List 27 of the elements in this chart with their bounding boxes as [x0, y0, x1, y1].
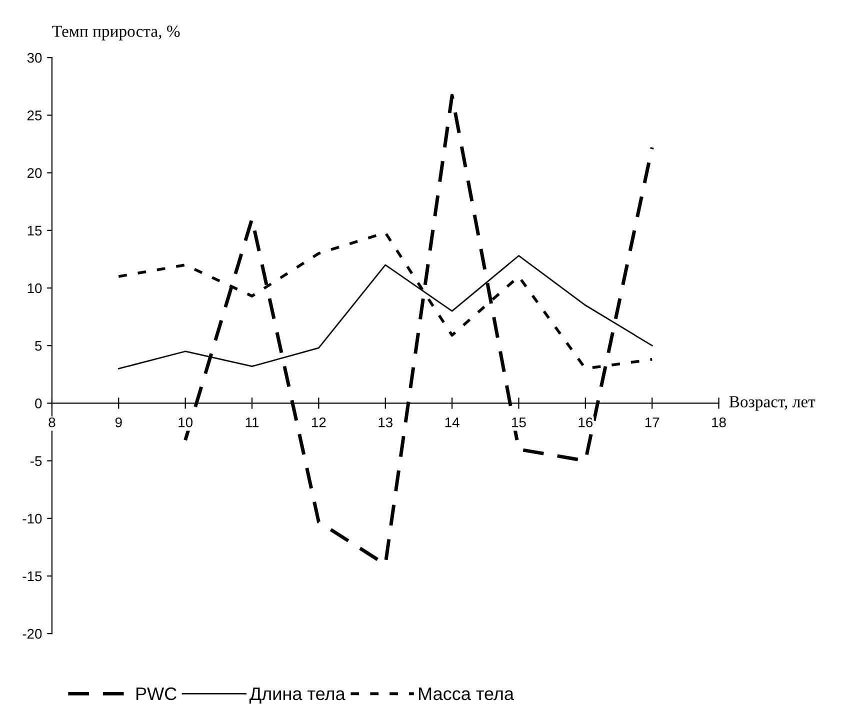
x-tick-label: 9: [115, 417, 122, 428]
y-tick-label: 20: [27, 168, 42, 178]
x-tick-label: 17: [645, 418, 660, 428]
legend-label: Длина тела: [249, 688, 346, 704]
x-tick-label: 11: [246, 418, 259, 428]
x-tick-label: 13: [378, 417, 392, 428]
y-axis-title: Темп прироста, %: [52, 26, 180, 40]
y-tick-label: 30: [27, 52, 42, 63]
legend-label: Масса тела: [419, 688, 514, 700]
x-tick-label: 8: [48, 417, 56, 428]
y-tick-label: 10: [28, 283, 42, 294]
x-tick-label: 16: [578, 417, 593, 428]
y-tick-label: 25: [27, 110, 42, 120]
y-tick-label: 0: [35, 398, 42, 408]
x-tick-label: 14: [445, 418, 460, 428]
y-tick-label: -10: [22, 514, 42, 524]
y-tick-label: 15: [28, 226, 42, 236]
x-tick-label: 18: [712, 417, 726, 428]
legend-label: PWC: [136, 687, 176, 700]
y-tick-label: -5: [30, 456, 42, 466]
y-tick-label: -20: [22, 628, 42, 639]
y-tick-label: -15: [22, 571, 42, 582]
x-tick-label: 10: [178, 417, 193, 428]
x-tick-label: 15: [512, 418, 526, 428]
x-tick-label: 12: [312, 417, 326, 428]
y-tick-label: 5: [35, 341, 42, 351]
x-axis-title: Возраст, лет: [729, 396, 816, 411]
